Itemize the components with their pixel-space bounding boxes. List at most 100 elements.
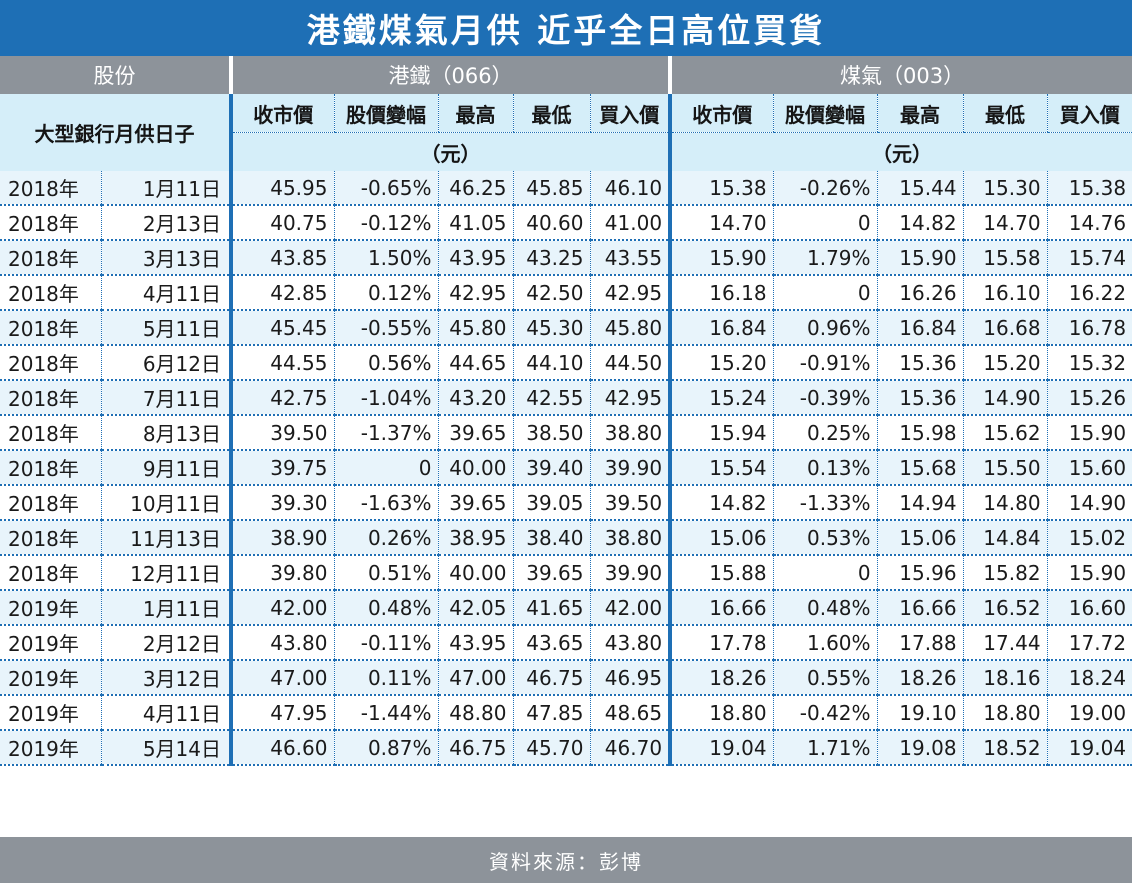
cell-gas-high: 15.06 (876, 520, 964, 556)
cell-gas-buy: 15.90 (1046, 415, 1132, 451)
cell-year: 2018年 (0, 240, 101, 276)
cell-gas-close: 15.06 (668, 520, 774, 556)
cell-mtr-change: 0.48% (333, 590, 438, 626)
cell-gas-buy: 15.26 (1046, 380, 1132, 416)
cell-date: 2月13日 (100, 205, 231, 241)
cell-gas-buy: 15.38 (1046, 171, 1132, 206)
cell-mtr-low: 43.65 (512, 625, 590, 661)
data-table: 股份 港鐵（066） 煤氣（003） 大型銀行月供日子 收市價 股價變幅 最高 … (0, 56, 1132, 766)
cell-mtr-change: -0.65% (333, 171, 438, 206)
cell-gas-low: 14.70 (962, 205, 1048, 241)
cell-mtr-low: 39.65 (512, 555, 590, 591)
cell-year: 2019年 (0, 730, 101, 766)
cell-mtr-high: 45.80 (437, 310, 513, 346)
cell-mtr-high: 48.80 (437, 695, 513, 731)
cell-gas-high: 15.90 (876, 240, 964, 276)
cell-gas-high: 16.84 (876, 310, 964, 346)
cell-mtr-buy: 44.50 (589, 345, 671, 381)
page-title: 港鐵煤氣月供 近乎全日高位買貨 (0, 0, 1132, 56)
cell-gas-change: -0.42% (772, 695, 878, 731)
cell-gas-high: 15.98 (876, 415, 964, 451)
cell-mtr-buy: 39.50 (589, 485, 671, 521)
cell-mtr-close: 47.95 (229, 695, 334, 731)
cell-mtr-buy: 42.95 (589, 380, 671, 416)
cell-gas-low: 17.44 (962, 625, 1048, 661)
cell-date: 1月11日 (100, 171, 231, 206)
cell-gas-buy: 14.90 (1046, 485, 1132, 521)
cell-gas-buy: 19.04 (1046, 730, 1132, 766)
cell-gas-buy: 18.24 (1046, 660, 1132, 696)
cell-date: 10月11日 (100, 485, 231, 521)
cell-mtr-change: 1.50% (333, 240, 438, 276)
table-row: 2018年 1月11日 45.95 -0.65% 46.25 45.85 46.10 15.3… (0, 171, 1132, 206)
cell-mtr-low: 41.65 (512, 590, 590, 626)
source-footer: 資料來源：彭博 (0, 837, 1132, 883)
cell-year: 2019年 (0, 590, 101, 626)
cell-mtr-high: 40.00 (437, 450, 513, 486)
cell-mtr-high: 46.75 (437, 730, 513, 766)
cell-date: 12月11日 (100, 555, 231, 591)
cell-mtr-close: 47.00 (229, 660, 334, 696)
group-header-row: 股份 港鐵（066） 煤氣（003） (0, 56, 1132, 94)
cell-gas-low: 15.82 (962, 555, 1048, 591)
cell-gas-close: 18.26 (668, 660, 774, 696)
cell-mtr-close: 42.00 (229, 590, 334, 626)
cell-mtr-close: 39.75 (229, 450, 334, 486)
cell-gas-low: 14.90 (962, 380, 1048, 416)
cell-mtr-change: 0.11% (333, 660, 438, 696)
cell-gas-change: 0 (772, 205, 878, 241)
cell-year: 2018年 (0, 380, 101, 416)
cell-mtr-low: 47.85 (512, 695, 590, 731)
cell-gas-close: 15.90 (668, 240, 774, 276)
cell-mtr-buy: 46.70 (589, 730, 671, 766)
cell-gas-change: 1.60% (772, 625, 878, 661)
cell-mtr-close: 44.55 (229, 345, 334, 381)
cell-mtr-low: 46.75 (512, 660, 590, 696)
group-header-towngas: 煤氣（003） (668, 56, 1132, 94)
cell-gas-close: 15.38 (668, 171, 774, 206)
cell-year: 2019年 (0, 660, 101, 696)
cell-gas-change: 0 (772, 275, 878, 311)
cell-date: 4月11日 (100, 695, 231, 731)
cell-date: 2月12日 (100, 625, 231, 661)
cell-gas-change: 0.96% (772, 310, 878, 346)
cell-mtr-buy: 42.95 (589, 275, 671, 311)
cell-year: 2018年 (0, 275, 101, 311)
cell-mtr-high: 47.00 (437, 660, 513, 696)
cell-year: 2018年 (0, 485, 101, 521)
cell-mtr-change: -0.55% (333, 310, 438, 346)
cell-gas-change: 0.53% (772, 520, 878, 556)
cell-mtr-change: -1.44% (333, 695, 438, 731)
cell-gas-low: 16.68 (962, 310, 1048, 346)
cell-gas-change: 0.55% (772, 660, 878, 696)
cell-gas-buy: 17.72 (1046, 625, 1132, 661)
cell-gas-close: 15.54 (668, 450, 774, 486)
cell-date: 3月12日 (100, 660, 231, 696)
cell-mtr-change: 0.87% (333, 730, 438, 766)
cell-mtr-close: 45.45 (229, 310, 334, 346)
cell-mtr-buy: 48.65 (589, 695, 671, 731)
cell-gas-close: 15.24 (668, 380, 774, 416)
cell-mtr-high: 42.95 (437, 275, 513, 311)
cell-gas-high: 16.66 (876, 590, 964, 626)
col-header-low: 最低 (512, 94, 590, 133)
cell-gas-buy: 16.22 (1046, 275, 1132, 311)
cell-gas-buy: 14.76 (1046, 205, 1132, 241)
cell-mtr-close: 45.95 (229, 171, 334, 206)
cell-gas-close: 18.80 (668, 695, 774, 731)
unit-label: （元） (228, 132, 671, 171)
col-header-close: 收市價 (668, 94, 774, 133)
col-header-buy: 買入價 (589, 94, 671, 133)
cell-year: 2018年 (0, 555, 101, 591)
cell-mtr-close: 43.80 (229, 625, 334, 661)
table-row: 2018年 7月11日 42.75 -1.04% 43.20 42.55 42.95 15.2… (0, 380, 1132, 416)
cell-gas-low: 18.80 (962, 695, 1048, 731)
cell-gas-buy: 15.74 (1046, 240, 1132, 276)
cell-date: 5月14日 (100, 730, 231, 766)
cell-gas-change: -0.39% (772, 380, 878, 416)
cell-mtr-change: -1.04% (333, 380, 438, 416)
cell-mtr-high: 46.25 (437, 171, 513, 206)
cell-year: 2019年 (0, 625, 101, 661)
cell-mtr-close: 39.30 (229, 485, 334, 521)
